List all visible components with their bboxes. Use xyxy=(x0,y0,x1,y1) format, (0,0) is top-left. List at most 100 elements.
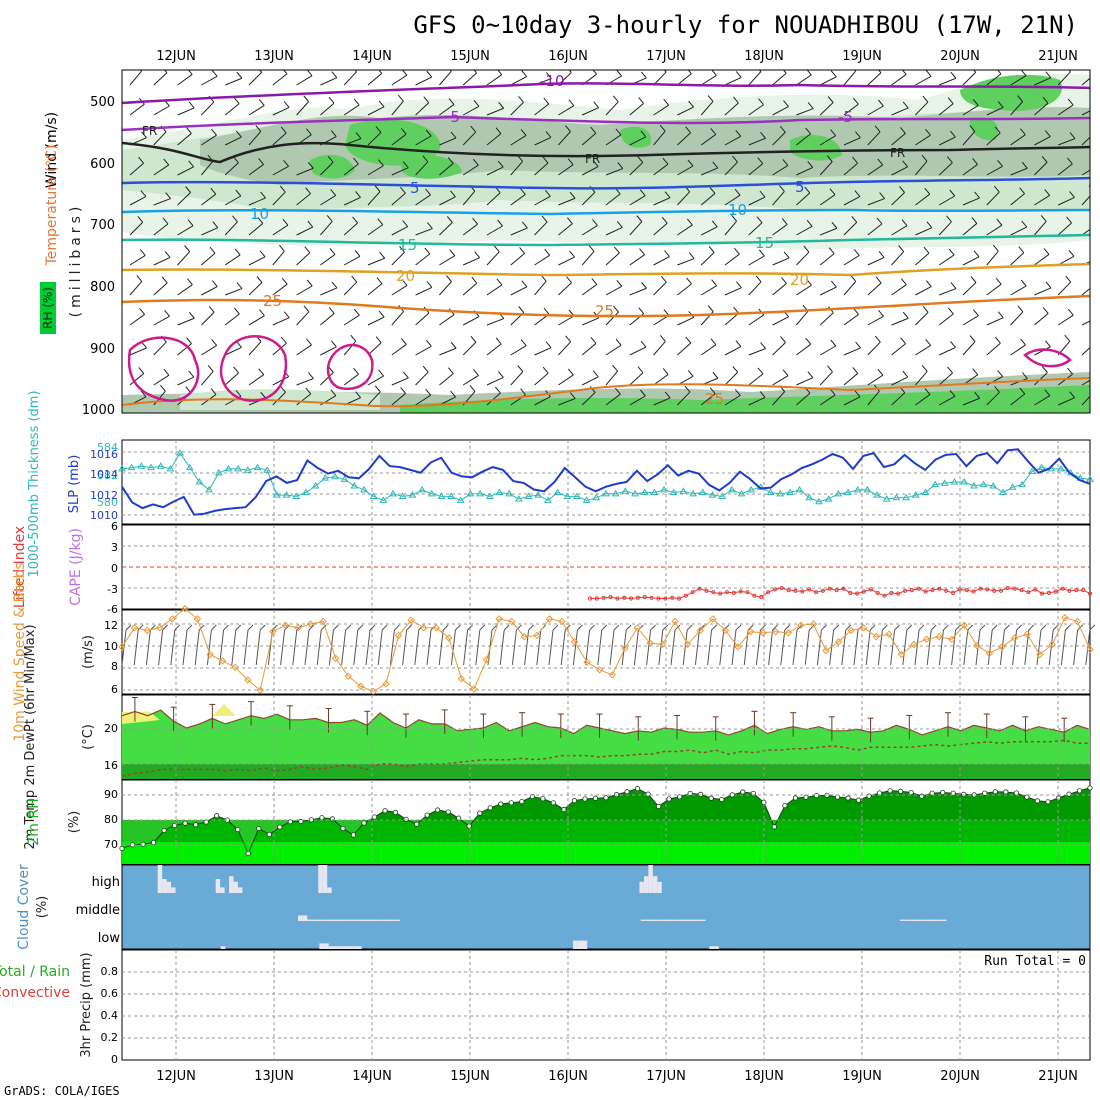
wind-barb xyxy=(177,225,194,236)
wind10-barb xyxy=(475,629,481,666)
wind-barb-flag xyxy=(233,97,240,104)
rh-point xyxy=(1045,799,1051,805)
wind-barb-flag xyxy=(447,157,454,164)
wind-barb-flag xyxy=(783,100,789,107)
wind-barb-flag xyxy=(139,308,145,315)
slp-tick: 1010 xyxy=(90,509,118,522)
wind-barb-flag xyxy=(854,190,861,197)
wind-barb-flag xyxy=(686,218,693,226)
wind10-barb-flag xyxy=(333,624,339,631)
top-date-label: 15JUN xyxy=(450,49,490,64)
wind-barb xyxy=(296,252,311,266)
wind10-barb-flag xyxy=(528,624,534,631)
top-date-label: 16JUN xyxy=(548,49,588,64)
wind-barb-flag xyxy=(924,388,931,395)
cloud-bar-middle xyxy=(914,919,919,921)
cloud-bar-middle xyxy=(367,919,373,921)
wind-barb xyxy=(867,315,884,326)
precip-grid xyxy=(122,950,1090,1060)
wind-barb xyxy=(558,282,572,296)
wind-barb xyxy=(272,391,286,406)
wind-barb xyxy=(558,256,575,266)
wind-barb xyxy=(700,285,717,296)
wind-barb-flag xyxy=(469,385,476,392)
wind-barb xyxy=(653,315,670,326)
wind-barb-flag xyxy=(973,70,977,73)
wind-barb-flag xyxy=(755,275,762,283)
wind-barb-flag xyxy=(997,70,1002,75)
wind-barb-flag xyxy=(1020,70,1027,77)
thk-tick: 582 xyxy=(97,469,118,482)
wind-barb xyxy=(986,73,1002,86)
wind-barb-flag xyxy=(971,217,978,224)
wind-barb xyxy=(320,372,334,386)
wind-barb-flag xyxy=(331,340,337,348)
wind10-barb-flag xyxy=(674,624,681,631)
wind10-barb-flag xyxy=(406,624,412,631)
wind10-barb-flag xyxy=(235,624,242,631)
wind-barb-flag xyxy=(330,189,337,196)
wind-barb xyxy=(772,342,786,356)
wind-barb xyxy=(224,313,240,326)
wind-barb-flag xyxy=(258,158,264,165)
wind-barb-flag xyxy=(187,219,194,227)
wind-barb xyxy=(177,376,194,386)
wind10-barb-flag xyxy=(662,624,669,631)
wind-barb-flag xyxy=(759,249,765,257)
ws-tick: 10 xyxy=(104,640,118,653)
wind-barb-flag xyxy=(355,132,362,139)
cloud-bar-low xyxy=(338,946,343,949)
wind-barb xyxy=(320,77,338,86)
cloud-bar-high xyxy=(237,887,243,893)
wind-barb xyxy=(391,393,406,406)
rh-point xyxy=(140,841,146,847)
wind-barb xyxy=(391,311,404,326)
wind-barb-flag xyxy=(757,157,764,164)
isotherm-label: 5 xyxy=(795,178,805,196)
wind-barb-flag xyxy=(731,214,737,222)
wind-barb xyxy=(1034,221,1047,236)
cloud-bar-middle xyxy=(937,919,942,921)
cloud-bar-high xyxy=(652,876,658,893)
wind-barb-flag xyxy=(711,220,718,228)
wind-speed-point xyxy=(998,643,1006,651)
wind-barb xyxy=(796,166,813,176)
wind10-barb xyxy=(1060,629,1066,666)
wind-barb xyxy=(415,76,432,86)
wind-barb xyxy=(415,102,430,116)
wind-barb xyxy=(391,74,408,86)
wind-barb xyxy=(129,70,142,86)
wind-barb xyxy=(820,227,838,236)
wind-barb xyxy=(1034,254,1050,266)
upper-air-panel: -10 -5 -5 FR FR FR 5 5 10 10 15 15 20 20… xyxy=(122,70,1090,413)
lifted-index-point xyxy=(820,588,825,593)
thickness-point xyxy=(234,464,243,472)
wind-speed-point xyxy=(797,621,805,629)
top-date-label: 13JUN xyxy=(254,49,294,64)
wind-barb xyxy=(391,192,406,206)
wind-speed-point xyxy=(734,643,742,651)
wind-barb xyxy=(677,342,692,356)
isotherm-label: 25 xyxy=(263,292,282,310)
wind-barb-flag xyxy=(804,186,811,194)
thickness-point xyxy=(698,488,707,495)
wind-barb xyxy=(891,74,907,86)
isotherm-label: FR xyxy=(142,124,157,138)
isotherm-label: 25 xyxy=(705,390,724,408)
wind10-barb xyxy=(560,629,566,666)
wind-speed-point xyxy=(306,620,315,628)
wind-barb-flag xyxy=(807,371,814,378)
wind-barb-flag xyxy=(807,102,814,109)
wind-barb xyxy=(748,137,766,146)
thickness-point xyxy=(640,488,649,495)
wind-barb xyxy=(938,136,956,146)
wind-barb-flag xyxy=(163,158,170,166)
wind-barb-flag xyxy=(209,246,216,254)
wind10-barb-flag xyxy=(808,624,815,631)
wind-barb-flag xyxy=(853,249,860,256)
thickness-point xyxy=(863,485,872,493)
wind-barb xyxy=(939,77,957,86)
rh-point xyxy=(1076,788,1083,794)
wind10-barb-flag xyxy=(601,624,608,631)
wind-barb xyxy=(272,132,287,146)
